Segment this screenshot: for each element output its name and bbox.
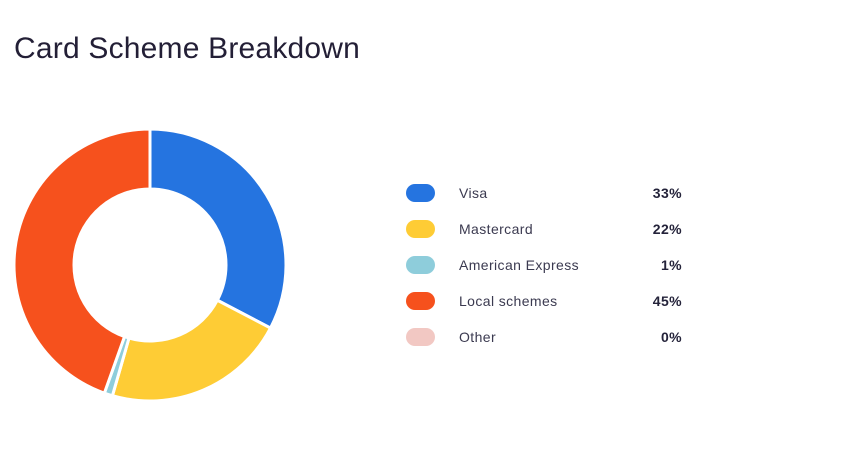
legend-label: Local schemes [459,293,558,309]
legend-value: 45% [652,293,682,309]
donut-slices [12,127,288,403]
legend-item-local-schemes[interactable]: Local schemes 45% [406,283,682,319]
chart-title: Card Scheme Breakdown [14,32,361,65]
donut-slice-mastercard[interactable] [110,298,272,403]
legend-label: Visa [459,185,488,201]
legend-label: American Express [459,257,579,273]
legend-value: 22% [652,221,682,237]
legend-value: 1% [660,257,682,273]
donut-slice-local-schemes[interactable] [12,127,152,395]
legend-value: 0% [660,329,682,345]
donut-chart [12,127,288,403]
legend-swatch-other [406,328,435,346]
donut-slice-visa[interactable] [148,127,288,330]
legend-item-american-express[interactable]: American Express 1% [406,247,682,283]
legend-label: Other [459,329,497,345]
legend-item-visa[interactable]: Visa 33% [406,175,682,211]
legend-item-mastercard[interactable]: Mastercard 22% [406,211,682,247]
legend-value: 33% [652,185,682,201]
chart-legend: Visa 33% Mastercard 22% American Express… [406,175,682,355]
legend-item-other[interactable]: Other 0% [406,319,682,355]
legend-swatch-local-schemes [406,292,435,310]
legend-swatch-visa [406,184,435,202]
legend-label: Mastercard [459,221,534,237]
legend-swatch-american-express [406,256,435,274]
legend-swatch-mastercard [406,220,435,238]
